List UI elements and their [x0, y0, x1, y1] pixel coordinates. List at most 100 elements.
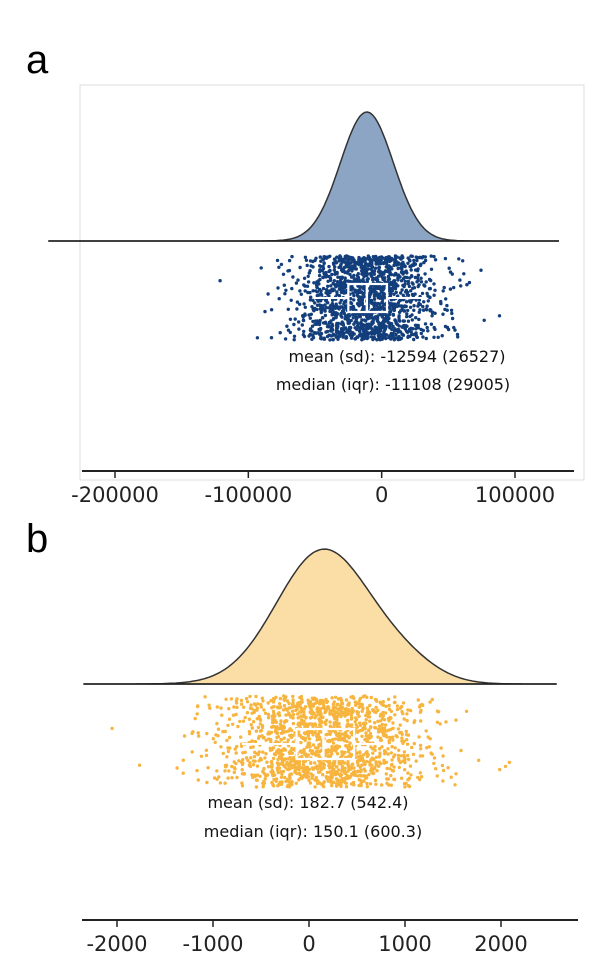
data-point	[387, 783, 391, 787]
data-point	[412, 258, 416, 263]
data-point	[419, 276, 423, 280]
data-point	[260, 696, 264, 700]
data-point	[342, 285, 346, 290]
data-point	[412, 308, 416, 312]
data-point	[315, 781, 320, 786]
x-tick-label: 0	[375, 483, 388, 507]
data-point	[302, 329, 306, 334]
data-point	[218, 279, 222, 283]
data-point	[264, 738, 268, 742]
data-point	[422, 283, 426, 287]
data-point	[360, 704, 364, 708]
data-point	[248, 764, 253, 769]
data-point	[332, 721, 337, 725]
data-point	[346, 279, 350, 283]
data-point	[297, 730, 301, 734]
data-point	[288, 749, 293, 753]
data-point	[369, 769, 373, 773]
panel-b-letter: b	[26, 517, 48, 561]
data-point	[394, 259, 398, 263]
data-point	[389, 727, 393, 731]
data-point	[303, 289, 307, 293]
data-point	[346, 769, 350, 773]
data-point	[368, 731, 373, 736]
data-point	[364, 713, 368, 718]
data-point	[397, 324, 401, 328]
data-point	[295, 307, 299, 311]
data-point	[365, 326, 370, 330]
data-point	[320, 762, 324, 766]
x-tick-label: -1000	[182, 932, 243, 956]
data-point	[343, 257, 347, 261]
data-point	[418, 302, 422, 307]
data-point	[264, 752, 268, 756]
data-point	[313, 319, 318, 323]
data-point	[402, 750, 407, 754]
data-point	[310, 749, 315, 753]
data-point	[362, 274, 366, 279]
data-point	[413, 262, 418, 266]
data-point	[324, 288, 329, 292]
data-point	[336, 275, 340, 279]
data-point	[226, 749, 231, 754]
data-point	[349, 765, 353, 769]
data-point	[370, 327, 374, 331]
data-point	[416, 326, 421, 330]
data-point	[357, 333, 362, 337]
data-point	[404, 300, 409, 304]
data-point	[383, 313, 387, 317]
data-point	[377, 724, 382, 728]
data-point	[280, 772, 284, 776]
data-point	[403, 275, 407, 279]
data-point	[288, 767, 292, 771]
data-point	[345, 330, 349, 334]
data-point	[315, 738, 319, 742]
data-point	[271, 700, 276, 704]
data-point	[313, 730, 317, 734]
data-point	[428, 700, 432, 704]
data-point	[380, 783, 384, 787]
data-point	[281, 708, 286, 712]
data-point	[385, 262, 389, 266]
data-point	[285, 324, 289, 328]
data-point	[325, 708, 329, 712]
data-point	[311, 697, 315, 702]
data-point	[215, 705, 219, 709]
data-point	[231, 713, 236, 717]
data-point	[441, 312, 445, 316]
data-point	[293, 768, 298, 773]
data-point	[277, 265, 281, 269]
panel-a-x-ticks: -200000 -100000 0 100000	[71, 472, 555, 507]
data-point	[284, 713, 288, 717]
data-point	[467, 280, 472, 285]
data-point	[368, 703, 372, 708]
data-point	[283, 292, 287, 296]
data-point	[244, 756, 249, 760]
data-point	[373, 266, 378, 270]
data-point	[442, 285, 446, 290]
data-point	[242, 772, 246, 776]
data-point	[365, 785, 369, 789]
data-point	[432, 761, 436, 766]
data-point	[331, 261, 336, 265]
x-tick-label: -100000	[204, 483, 292, 507]
data-point	[286, 738, 290, 742]
x-tick-label: 100000	[475, 483, 555, 507]
data-point	[324, 330, 328, 334]
data-point	[234, 761, 238, 766]
panel-a-density	[48, 111, 559, 242]
data-point	[350, 333, 354, 338]
data-point	[304, 258, 309, 262]
data-point	[343, 276, 347, 280]
data-point	[418, 771, 422, 775]
data-point	[396, 266, 400, 271]
data-point	[424, 336, 428, 341]
data-point	[365, 781, 369, 786]
data-point	[405, 718, 409, 723]
data-point	[226, 776, 230, 780]
data-point	[299, 707, 304, 711]
data-point	[241, 758, 245, 762]
data-point	[236, 724, 240, 729]
data-point	[252, 754, 257, 759]
data-point	[239, 702, 244, 706]
